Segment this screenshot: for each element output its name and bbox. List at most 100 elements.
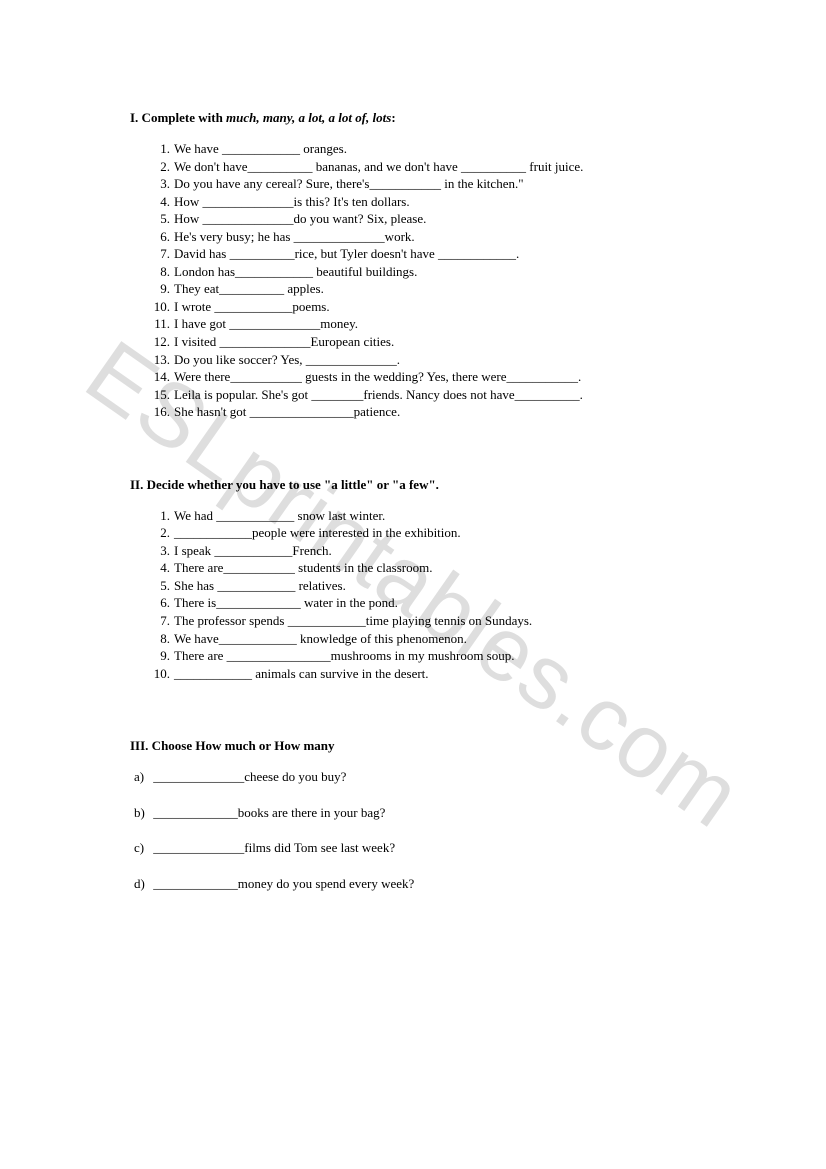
item-text: We have____________ knowledge of this ph… xyxy=(174,631,467,646)
item-number: 3. xyxy=(152,175,170,193)
section-1-title-suffix: : xyxy=(391,110,395,125)
item-text: David has __________rice, but Tyler does… xyxy=(174,246,519,261)
item-number: 8. xyxy=(152,630,170,648)
list-item: 12. I visited ______________European citi… xyxy=(152,333,726,351)
list-item: 6. He's very busy; he has ______________w… xyxy=(152,228,726,246)
list-item: 3. Do you have any cereal? Sure, there's_… xyxy=(152,175,726,193)
item-text: He's very busy; he has ______________wor… xyxy=(174,229,415,244)
item-number: 16. xyxy=(152,403,170,421)
item-text: Do you have any cereal? Sure, there's___… xyxy=(174,176,524,191)
list-item: 4. How ______________is this? It's ten do… xyxy=(152,193,726,211)
item-text: There are___________ students in the cla… xyxy=(174,560,433,575)
item-text: How ______________is this? It's ten doll… xyxy=(174,194,410,209)
item-number: 14. xyxy=(152,368,170,386)
list-item: 5. How ______________do you want? Six, pl… xyxy=(152,210,726,228)
section-1-title-italic: much, many, a lot, a lot of, lots xyxy=(226,110,391,125)
list-item: 15. Leila is popular. She's got ________f… xyxy=(152,386,726,404)
item-text: We had ____________ snow last winter. xyxy=(174,508,385,523)
item-text: The professor spends ____________time pl… xyxy=(174,613,532,628)
item-number: 12. xyxy=(152,333,170,351)
item-number: 5. xyxy=(152,210,170,228)
item-text: ____________people were interested in th… xyxy=(174,525,461,540)
item-number: 9. xyxy=(152,280,170,298)
section-1-list: 1. We have ____________ oranges. 2. We don… xyxy=(152,140,726,421)
list-item: d) _____________money do you spend every… xyxy=(134,875,726,893)
item-number: 10. xyxy=(152,298,170,316)
section-3-title: III. Choose How much or How many xyxy=(130,738,726,754)
list-item: 13. Do you like soccer? Yes, ____________… xyxy=(152,351,726,369)
list-item: 6. There is_____________ water in the pon… xyxy=(152,594,726,612)
list-item: 8. London has____________ beautiful build… xyxy=(152,263,726,281)
worksheet-page: I. Complete with much, many, a lot, a lo… xyxy=(0,0,826,970)
item-text: They eat__________ apples. xyxy=(174,281,324,296)
item-number: 8. xyxy=(152,263,170,281)
list-item: 1. We have ____________ oranges. xyxy=(152,140,726,158)
section-1-title-prefix: I. Complete with xyxy=(130,110,226,125)
item-text: ______________cheese do you buy? xyxy=(153,769,346,784)
list-item: 16. She hasn't got ________________patien… xyxy=(152,403,726,421)
item-letter: d) xyxy=(134,875,150,893)
item-number: 7. xyxy=(152,612,170,630)
list-item: b) _____________books are there in your … xyxy=(134,804,726,822)
item-text: Were there___________ guests in the wedd… xyxy=(174,369,581,384)
list-item: 5. She has ____________ relatives. xyxy=(152,577,726,595)
item-text: We don't have__________ bananas, and we … xyxy=(174,159,583,174)
item-number: 13. xyxy=(152,351,170,369)
item-number: 11. xyxy=(152,315,170,333)
item-text: I have got ______________money. xyxy=(174,316,358,331)
item-text: _____________books are there in your bag… xyxy=(153,805,385,820)
item-number: 5. xyxy=(152,577,170,595)
item-text: How ______________do you want? Six, plea… xyxy=(174,211,426,226)
item-number: 7. xyxy=(152,245,170,263)
item-letter: a) xyxy=(134,768,150,786)
list-item: 9. There are ________________mushrooms in… xyxy=(152,647,726,665)
item-text: _____________money do you spend every we… xyxy=(153,876,414,891)
item-number: 3. xyxy=(152,542,170,560)
item-text: ____________ animals can survive in the … xyxy=(174,666,429,681)
list-item: 2. We don't have__________ bananas, and w… xyxy=(152,158,726,176)
item-letter: c) xyxy=(134,839,150,857)
item-number: 10. xyxy=(152,665,170,683)
item-number: 1. xyxy=(152,507,170,525)
list-item: a) ______________cheese do you buy? xyxy=(134,768,726,786)
item-text: We have ____________ oranges. xyxy=(174,141,347,156)
section-3-list: a) ______________cheese do you buy? b) _… xyxy=(134,768,726,892)
item-text: I speak ____________French. xyxy=(174,543,332,558)
item-number: 6. xyxy=(152,228,170,246)
section-2-title: II. Decide whether you have to use "a li… xyxy=(130,477,726,493)
item-text: There are ________________mushrooms in m… xyxy=(174,648,515,663)
item-text: She hasn't got ________________patience. xyxy=(174,404,400,419)
item-number: 6. xyxy=(152,594,170,612)
section-2-list: 1.We had ____________ snow last winter. … xyxy=(152,507,726,682)
list-item: 9. They eat__________ apples. xyxy=(152,280,726,298)
item-number: 15. xyxy=(152,386,170,404)
item-number: 1. xyxy=(152,140,170,158)
list-item: 7. The professor spends ____________time … xyxy=(152,612,726,630)
item-text: ______________films did Tom see last wee… xyxy=(153,840,395,855)
list-item: 10. ____________ animals can survive in t… xyxy=(152,665,726,683)
item-number: 2. xyxy=(152,158,170,176)
list-item: 11. I have got ______________money. xyxy=(152,315,726,333)
list-item: 4. There are___________ students in the c… xyxy=(152,559,726,577)
list-item: 10. I wrote ____________poems. xyxy=(152,298,726,316)
item-number: 4. xyxy=(152,559,170,577)
list-item: 7. David has __________rice, but Tyler do… xyxy=(152,245,726,263)
item-text: Leila is popular. She's got ________frie… xyxy=(174,387,583,402)
list-item: 8. We have____________ knowledge of this … xyxy=(152,630,726,648)
list-item: 1. We had ____________ snow last winter. xyxy=(152,507,726,525)
item-text: Do you like soccer? Yes, ______________. xyxy=(174,352,400,367)
list-item: c) ______________films did Tom see last … xyxy=(134,839,726,857)
list-item: 2. ____________people were interested in … xyxy=(152,524,726,542)
item-text: There is_____________ water in the pond. xyxy=(174,595,398,610)
list-item: 3. I speak ____________French. xyxy=(152,542,726,560)
item-text: London has____________ beautiful buildin… xyxy=(174,264,417,279)
item-text: I visited ______________European cities. xyxy=(174,334,394,349)
item-number: 4. xyxy=(152,193,170,211)
item-number: 2. xyxy=(152,524,170,542)
item-text: She has ____________ relatives. xyxy=(174,578,346,593)
item-number: 9. xyxy=(152,647,170,665)
list-item: 14. Were there___________ guests in the w… xyxy=(152,368,726,386)
section-1-title: I. Complete with much, many, a lot, a lo… xyxy=(130,110,726,126)
item-text: I wrote ____________poems. xyxy=(174,299,330,314)
item-letter: b) xyxy=(134,804,150,822)
